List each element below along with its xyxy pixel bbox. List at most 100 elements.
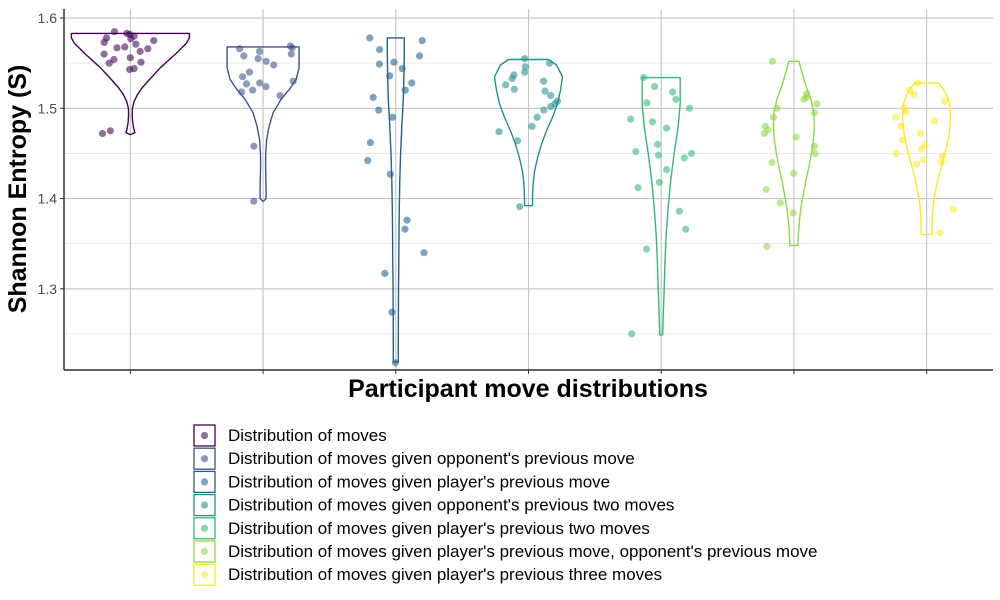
data-point [521, 68, 529, 76]
data-point [680, 154, 688, 162]
data-point [936, 229, 944, 237]
data-point [236, 45, 244, 53]
data-point [910, 91, 918, 99]
data-point [792, 133, 800, 141]
y-tick-label: 1.4 [38, 191, 58, 207]
data-point [813, 100, 821, 108]
data-point [398, 65, 406, 73]
data-point [245, 68, 254, 76]
data-point [628, 330, 636, 338]
data-point [418, 37, 426, 45]
data-point [403, 216, 411, 224]
data-point [240, 52, 248, 60]
violin-outline [386, 37, 405, 363]
violin-outline [70, 32, 191, 136]
data-point [262, 57, 270, 65]
data-point [810, 142, 819, 150]
data-point [949, 205, 957, 213]
data-point [150, 37, 158, 45]
data-point [386, 72, 394, 80]
data-point [386, 170, 394, 178]
data-point [790, 169, 798, 177]
x-ticks [129, 370, 928, 374]
data-point [685, 104, 694, 112]
data-point [100, 38, 108, 47]
data-point [110, 28, 119, 36]
data-point [917, 145, 926, 153]
data-point [144, 45, 152, 53]
data-point [276, 92, 284, 100]
data-point [648, 118, 657, 126]
data-point [941, 97, 949, 105]
data-point [502, 81, 510, 89]
data-point [914, 79, 922, 87]
data-point [256, 47, 264, 56]
data-point [682, 225, 690, 233]
data-point [375, 106, 383, 114]
data-point [640, 74, 648, 82]
data-point [375, 60, 383, 68]
data-point [938, 152, 947, 160]
data-point [136, 47, 144, 56]
y-tick-label: 1.5 [38, 100, 58, 116]
data-point [937, 158, 946, 166]
y-tick-label: 1.6 [38, 10, 58, 26]
data-point [238, 88, 246, 96]
data-point [366, 139, 374, 147]
data-point [810, 109, 819, 117]
data-point [688, 149, 696, 157]
data-point [98, 129, 107, 138]
data-point [270, 61, 278, 69]
y-tick-label: 1.3 [38, 281, 58, 297]
violin-outline [772, 60, 816, 247]
data-point [913, 160, 921, 168]
data-point [654, 140, 662, 148]
data-point [672, 95, 680, 103]
data-point [663, 166, 671, 174]
data-point [369, 93, 377, 101]
data-point [930, 117, 938, 125]
legend-label: Distribution of moves given player's pre… [228, 542, 818, 561]
data-point [510, 85, 518, 93]
legend-label: Distribution of moves given opponent's p… [228, 496, 674, 515]
data-point [762, 185, 770, 194]
data-point [521, 55, 529, 63]
data-point [528, 122, 536, 130]
violins [70, 32, 952, 363]
data-point [643, 99, 651, 107]
data-point [776, 199, 784, 207]
data-point [401, 225, 409, 233]
data-point [768, 57, 777, 65]
data-point [533, 113, 541, 121]
data-point [262, 83, 270, 91]
data-point [132, 40, 140, 48]
data-point [256, 79, 264, 87]
legend-label: Distribution of moves given player's pre… [228, 472, 610, 491]
data-point [662, 124, 671, 132]
data-point [768, 158, 776, 166]
data-point [389, 113, 397, 121]
data-point [100, 50, 108, 58]
data-point [239, 73, 247, 81]
data-point [892, 149, 900, 157]
data-point [902, 108, 910, 116]
grid-lines [64, 9, 993, 370]
data-point [669, 88, 677, 96]
data-point [898, 136, 907, 144]
data-point [126, 65, 134, 74]
data-point [408, 79, 416, 87]
data-point [547, 92, 555, 100]
data-point [521, 63, 530, 71]
data-point [381, 269, 389, 277]
legend-key-point [200, 571, 209, 579]
data-point [917, 129, 925, 138]
data-point [651, 83, 659, 91]
data-point [366, 34, 374, 42]
data-point [760, 129, 768, 138]
data-point [416, 52, 424, 60]
data-point [811, 149, 819, 157]
data-point [420, 249, 428, 257]
data-point [137, 58, 145, 66]
legend: Distribution of moves Distribution of mov… [193, 424, 818, 586]
